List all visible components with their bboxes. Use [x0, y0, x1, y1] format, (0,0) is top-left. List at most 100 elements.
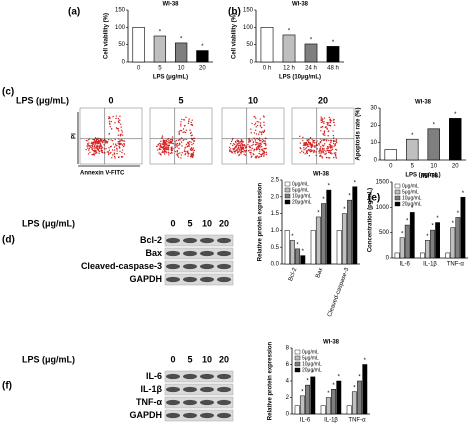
flow-dot [181, 145, 183, 147]
flow-dot [91, 148, 94, 151]
flow-dot [158, 142, 161, 145]
flow-dot [233, 143, 236, 146]
flow-dot [172, 147, 174, 150]
flow-dot [299, 147, 302, 149]
flow-dot [263, 121, 265, 123]
flow-dot [260, 126, 263, 129]
blot-strip [164, 383, 234, 396]
blot-band [200, 386, 214, 393]
flow-dot [183, 150, 186, 153]
flow-dot [327, 147, 330, 149]
flow-dot [177, 156, 180, 158]
flow-dot [320, 121, 323, 124]
row-label: IL-6 [146, 371, 162, 381]
blot-band [200, 412, 214, 419]
flow-dot [181, 118, 183, 121]
y-tick-label: 150 [115, 8, 126, 14]
flow-dot [192, 156, 194, 159]
flow-dot [251, 122, 253, 125]
flow-dot [91, 153, 93, 156]
flow-dot [184, 149, 186, 151]
y-tick-label: 0.0 [271, 262, 280, 268]
flow-dot [253, 150, 255, 152]
flow-dot [333, 124, 336, 126]
significance-mark: * [411, 206, 414, 212]
bar [196, 50, 209, 63]
flow-dot [115, 115, 118, 117]
flow-dot [191, 143, 193, 146]
flow-dot [335, 148, 337, 151]
chart-title: WI-38 [162, 2, 179, 8]
flow-dot [116, 127, 118, 130]
flow-dot [254, 123, 256, 126]
legend-label: 10μg/mL [292, 193, 312, 199]
flow-dot [108, 132, 111, 135]
flow-dot [309, 151, 312, 153]
flow-dot [175, 143, 178, 145]
bar [284, 230, 290, 265]
legend-swatch [284, 181, 291, 187]
flow-dot [168, 152, 170, 154]
flow-dot [320, 130, 322, 132]
flow-dot [333, 121, 335, 124]
legend-swatch [394, 195, 401, 201]
flow-dot [299, 152, 301, 154]
flow-dot [319, 141, 321, 144]
flow-dot [262, 152, 264, 155]
flow-dot [119, 115, 121, 117]
blot-band [217, 412, 231, 419]
flow-dot [112, 154, 114, 156]
legend-label: 10μg/mL [402, 195, 422, 201]
flow-dot [118, 119, 120, 121]
flow-dot [85, 148, 87, 151]
flow-dot [121, 131, 123, 133]
flow-dot [321, 117, 323, 120]
flow-dot [332, 134, 335, 137]
flow-dot [190, 121, 192, 124]
significance-mark: * [291, 234, 294, 240]
flow-dot [312, 139, 314, 142]
flow-dot [250, 156, 253, 158]
flow-dot [176, 144, 178, 147]
significance-mark: * [364, 358, 367, 364]
x-tick-label: 20 [199, 66, 206, 72]
flow-dot [264, 140, 266, 142]
lane-label: 0 [170, 354, 175, 364]
flow-dot [107, 151, 110, 153]
flow-dot [262, 139, 265, 142]
flow-dot [328, 124, 331, 127]
flow-dot [87, 140, 89, 142]
x-tick-label: TNF-α [348, 418, 366, 424]
y-tick-label: 100 [115, 25, 126, 31]
flow-dot [162, 142, 164, 144]
flow-dot [91, 144, 94, 146]
blot-strip [164, 370, 234, 383]
legend-swatch [284, 199, 291, 205]
flow-dot [170, 146, 173, 149]
flow-dot [265, 151, 268, 154]
flow-dot [103, 144, 105, 146]
flow-dot [243, 149, 246, 152]
bar [336, 230, 342, 265]
flow-dot [182, 128, 185, 130]
flow-dot [258, 142, 260, 145]
flow-dot [168, 154, 170, 156]
flow-dot [261, 149, 263, 152]
flow-dot [185, 116, 187, 119]
flow-dot [323, 149, 325, 151]
flow-dot [180, 123, 182, 125]
flow-dot [117, 130, 120, 132]
flow-dot [256, 146, 259, 148]
flow-dot [105, 148, 107, 150]
blot-band [217, 386, 231, 393]
flow-dot [229, 150, 232, 152]
flow-dot [92, 143, 95, 145]
flow-dot [90, 144, 92, 147]
flow-dot [259, 150, 261, 152]
blot-strip [164, 409, 234, 422]
flow-dot [163, 139, 165, 142]
flow-dot [256, 124, 259, 127]
legend-label: 20μg/mL [402, 201, 422, 207]
flow-dot [323, 148, 325, 150]
flow-dot [181, 151, 183, 154]
